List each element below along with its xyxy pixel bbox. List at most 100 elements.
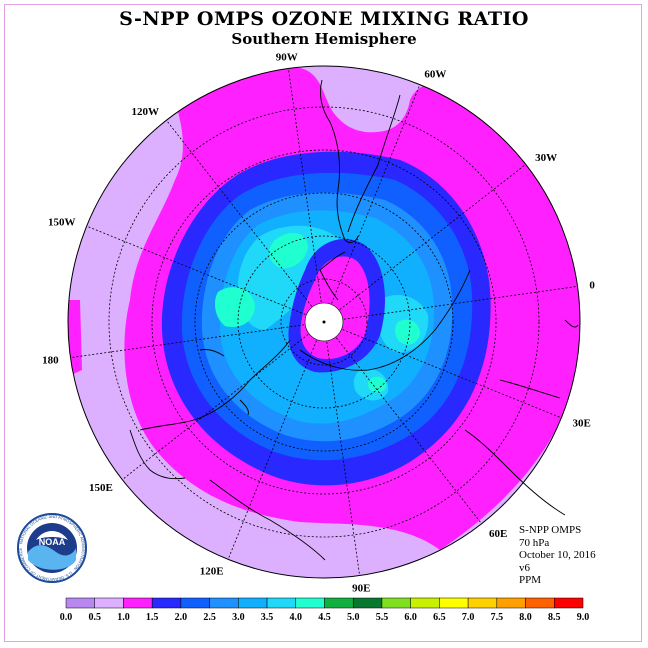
africa-coast xyxy=(464,429,566,516)
instrument-label: S-NPP OMPS xyxy=(519,524,582,536)
map-frame xyxy=(4,4,642,642)
colorbar-swatch xyxy=(352,597,383,609)
colorbar-tick-label: 5.5 xyxy=(376,612,389,623)
colorbar-tick-label: 4.5 xyxy=(318,612,331,623)
meridian-line xyxy=(323,84,421,323)
colorbar-tick-label: 7.5 xyxy=(491,612,504,623)
colorbar-tick-label: 4.0 xyxy=(290,612,303,623)
colorbar-tick-label: 3.5 xyxy=(261,612,274,623)
colorbar-swatch xyxy=(410,597,440,609)
ross-sea-coast xyxy=(199,349,225,357)
longitude-label: 120W xyxy=(132,106,160,118)
map-boundary xyxy=(67,65,581,579)
tierra-del-fuego xyxy=(344,235,359,243)
region-4.0-4.5-c xyxy=(395,319,420,345)
colorbar-tick-label: 6.5 xyxy=(433,612,446,623)
longitude-label: 90E xyxy=(352,582,370,594)
colorbar-swatch xyxy=(324,597,354,609)
logo-wave xyxy=(28,545,76,570)
meridian-line xyxy=(227,321,325,560)
colorbar-swatch xyxy=(180,597,210,609)
meridian-line xyxy=(122,321,325,480)
colorbar-tick-label: 9.0 xyxy=(577,612,590,623)
meridians xyxy=(70,68,578,576)
colorbar-tick-label: 7.0 xyxy=(462,612,475,623)
longitude-label: 30E xyxy=(572,417,590,429)
map-title: S-NPP OMPS OZONE MIXING RATIO xyxy=(119,8,529,30)
colorbar-swatch xyxy=(381,597,411,609)
colorbar-tick-label: 2.0 xyxy=(175,612,188,623)
latitude-circle xyxy=(108,106,540,538)
longitude-label: 0 xyxy=(589,280,595,292)
southern-africa xyxy=(499,379,561,399)
colorbar-swatch xyxy=(65,597,95,609)
colorbar-swatch xyxy=(123,597,153,609)
longitude-label: 180 xyxy=(42,354,59,366)
colorbar-swatch xyxy=(266,597,297,609)
colorbar-tick-label: 0.5 xyxy=(88,612,101,623)
colorbar-swatch xyxy=(209,597,239,609)
pressure-level: 70 hPa xyxy=(519,536,550,549)
south-pole-marker xyxy=(322,320,326,324)
region-1.0-1.5-edge xyxy=(68,300,82,380)
colorbar-swatch xyxy=(554,597,584,609)
meridian-line xyxy=(323,321,562,419)
colorbar-tick-label: 2.5 xyxy=(203,612,216,623)
meridian-line xyxy=(323,321,361,576)
meridian-line xyxy=(70,321,325,359)
map-subtitle: Southern Hemisphere xyxy=(231,30,417,48)
longitude-label: 150W xyxy=(48,217,76,229)
colorbar-tick-labels: 0.0 0.5 1.0 1.5 2.0 2.5 3.0 3.5 4.0 4.5 5.0 5.5 6.0 6… xyxy=(60,612,590,623)
region-4.0-4.5-d xyxy=(368,376,387,393)
colorbar-swatch xyxy=(238,597,268,609)
graticule xyxy=(108,106,540,538)
longitude-labels: 90W 60W 30W 0 30E 60E 90E 120E 150E 180 150W 120W xyxy=(42,52,595,595)
noaa-logo: NOAA NATIONAL OCEANIC AND ATMOSPHERIC AD… xyxy=(17,513,87,583)
latitude-circle xyxy=(280,278,368,366)
colorbar-swatch xyxy=(94,597,124,609)
coast-fragment xyxy=(239,399,249,416)
longitude-label: 120E xyxy=(200,565,224,577)
units-label: PPM xyxy=(519,574,542,586)
colorbar-swatch xyxy=(439,597,469,609)
date-label: October 10, 2016 xyxy=(519,549,596,561)
colorbar-tick-label: 3.0 xyxy=(232,612,245,623)
colorbar-tick-label: 8.5 xyxy=(548,612,561,623)
new-zealand xyxy=(129,429,186,480)
colorbar-swatch xyxy=(525,597,555,609)
latitude-circle xyxy=(194,192,454,452)
meridian-line xyxy=(86,225,325,323)
colorbar-swatch xyxy=(467,597,498,609)
antarctica-coast-west xyxy=(139,339,291,431)
logo-text: NOAA xyxy=(39,537,66,547)
longitude-label: 60E xyxy=(489,528,507,540)
longitude-label: 60W xyxy=(424,69,446,81)
longitude-label: 90W xyxy=(276,52,298,64)
colorbar-tick-label: 6.0 xyxy=(404,612,417,623)
meridian-line xyxy=(323,321,482,524)
colorbar-tick-label: 1.0 xyxy=(117,612,130,623)
colorbar-swatch xyxy=(295,597,325,609)
region-0.5-1.0-north xyxy=(329,73,406,133)
colorbar-tick-label: 8.0 xyxy=(519,612,532,623)
latitude-circle xyxy=(237,235,411,409)
colorbar-swatch xyxy=(151,597,182,609)
colorbar-tick-label: 5.0 xyxy=(347,612,360,623)
map-info: S-NPP OMPS 70 hPa October 10, 2016 v6 PP… xyxy=(519,524,596,587)
coast-fragment xyxy=(564,319,579,328)
region-4.0-4.5-b xyxy=(214,287,255,328)
colorbar-swatch xyxy=(496,597,526,609)
coastlines xyxy=(129,79,579,561)
south-america-coast xyxy=(319,79,346,241)
logo-bird xyxy=(36,531,68,540)
colorbar-tick-label: 0.0 xyxy=(60,612,73,623)
version-label: v6 xyxy=(519,561,530,574)
antarctica-coast-east xyxy=(299,269,471,371)
longitude-label: 30W xyxy=(535,152,557,164)
australia-coast xyxy=(209,479,326,561)
meridian-line xyxy=(323,164,526,323)
colorbar: 0.0 0.5 1.0 1.5 2.0 2.5 3.0 3.5 4.0 4.5 5.0 5.5 6.0 6… xyxy=(60,597,590,623)
antarctic-peninsula xyxy=(319,251,346,301)
colorbar-tick-label: 1.5 xyxy=(146,612,159,623)
